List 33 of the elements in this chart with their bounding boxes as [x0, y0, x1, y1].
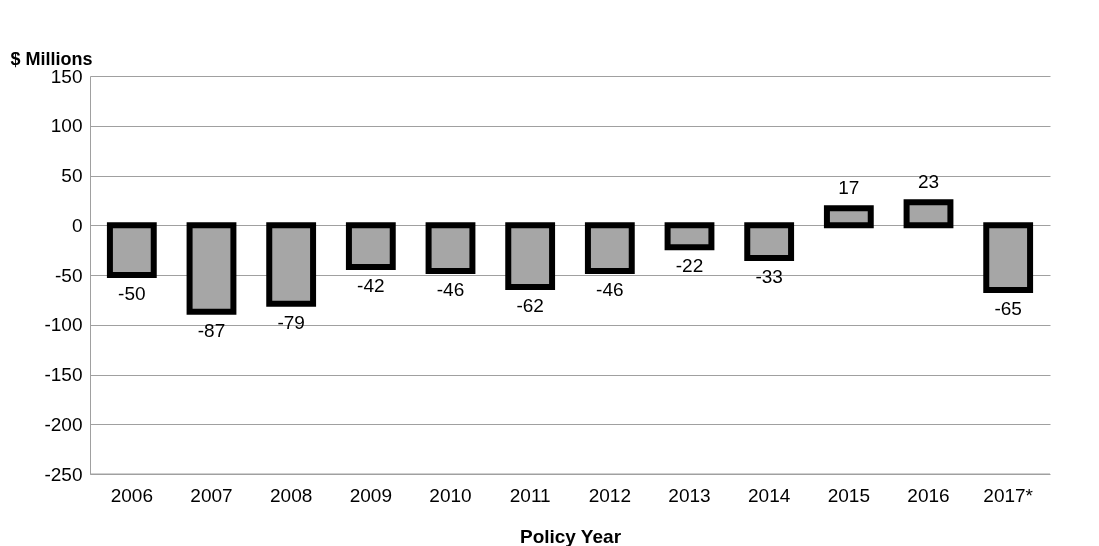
x-tick-label: 2013 — [668, 484, 711, 506]
x-tick-label: 2009 — [349, 484, 392, 506]
data-label: -79 — [277, 311, 305, 333]
data-label: -87 — [197, 319, 226, 341]
y-tick-label: 0 — [71, 214, 83, 236]
data-label: -46 — [596, 279, 624, 301]
data-label: -65 — [994, 297, 1022, 319]
x-tick-label: 2011 — [509, 484, 551, 506]
x-tick-label: 2014 — [748, 484, 791, 506]
data-label: -42 — [357, 275, 385, 297]
x-axis-title: Policy Year — [519, 525, 622, 546]
data-label: 23 — [917, 171, 940, 193]
y-tick-label: -150 — [44, 364, 83, 385]
x-tick-label: 2007 — [190, 484, 233, 506]
data-label: -33 — [755, 266, 783, 288]
x-tick-label: 2012 — [588, 484, 631, 506]
y-tick-label: -100 — [44, 314, 83, 336]
y-tick-label: -200 — [44, 413, 83, 435]
data-label: -50 — [118, 283, 146, 304]
data-label: -46 — [436, 279, 465, 301]
x-tick-label: 2015 — [827, 484, 870, 506]
x-tick-label: 2016 — [907, 484, 950, 506]
data-label: -22 — [675, 255, 704, 277]
data-label: -62 — [516, 294, 544, 316]
x-tick-label: 2010 — [429, 484, 472, 506]
y-tick-label: -50 — [55, 264, 83, 286]
y-tick-label: 100 — [50, 115, 83, 137]
x-tick-label: 2006 — [110, 484, 153, 506]
x-tick-label: 2017* — [983, 484, 1034, 506]
y-tick-label: 50 — [61, 165, 83, 186]
y-tick-label: -250 — [44, 463, 83, 485]
data-label: 17 — [838, 177, 860, 199]
x-tick-label: 2008 — [270, 484, 313, 506]
